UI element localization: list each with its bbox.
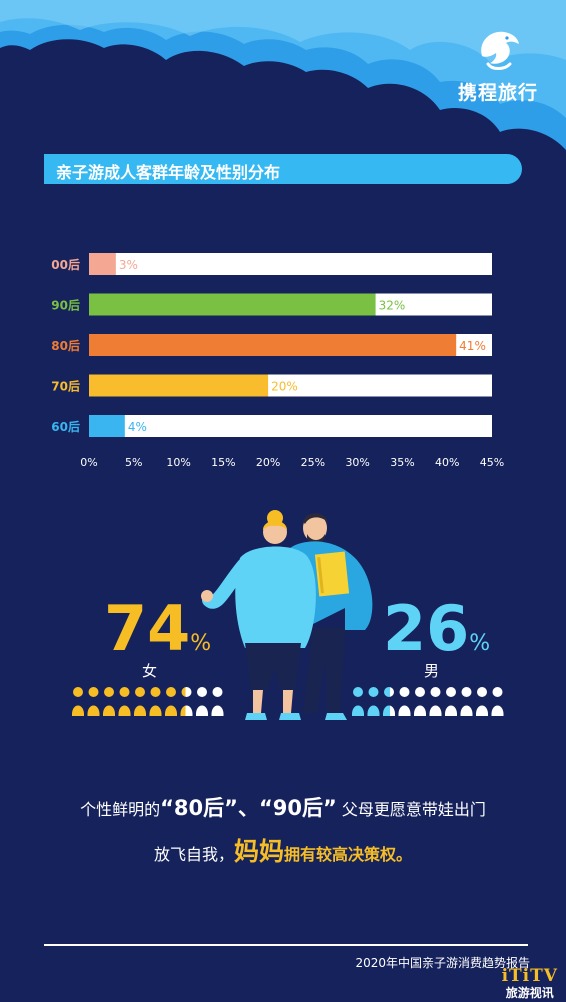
x-tick-label: 35% xyxy=(390,456,414,469)
footer-divider xyxy=(44,944,528,946)
message-line-1: 个性鲜明的“80后”、“90后” 父母更愿意带娃出门 xyxy=(80,796,486,820)
bar-4 xyxy=(89,415,125,437)
x-tick-label: 20% xyxy=(256,456,280,469)
bar-1 xyxy=(89,293,376,316)
dolphin-icon xyxy=(481,31,519,70)
female-percentage: 74% xyxy=(104,592,212,665)
female-label: 女 xyxy=(142,662,158,680)
value-labels: 3% 32% 41% 20% 4% xyxy=(119,258,486,434)
person-icon xyxy=(211,687,224,716)
source-text: 2020年中国亲子游消费趋势报告 xyxy=(355,956,530,970)
x-tick-label: 10% xyxy=(166,456,190,469)
watermark-logo: iTiTV 旅游视讯 xyxy=(501,966,558,1000)
x-tick-label: 5% xyxy=(125,456,142,469)
category-labels: 00后 90后 80后 70后 60后 xyxy=(51,257,80,434)
age-bar-chart: 00后 90后 80后 70后 60后 3% 32% 41% 20% 4% 0% 5% 10% 15%… xyxy=(51,253,504,469)
chart-title: 亲子游成人客群年龄及性别分布 xyxy=(56,163,281,182)
person-icon xyxy=(491,687,504,716)
value-label: 3% xyxy=(119,258,138,272)
person-icon xyxy=(460,687,473,716)
bars-group xyxy=(89,253,492,437)
value-label: 41% xyxy=(459,339,486,353)
bar-0 xyxy=(89,253,116,275)
category-label: 90后 xyxy=(51,298,80,313)
person-icon xyxy=(429,687,442,716)
value-label: 20% xyxy=(271,380,298,394)
person-icon xyxy=(133,687,147,716)
value-label: 32% xyxy=(379,299,406,313)
bar-track xyxy=(89,253,492,275)
person-icon xyxy=(351,687,365,716)
category-label: 60后 xyxy=(51,419,80,434)
category-label: 00后 xyxy=(51,257,80,272)
person-icon xyxy=(71,687,85,716)
person-icon xyxy=(87,687,100,716)
person-icon xyxy=(102,687,116,716)
person-icon xyxy=(195,687,209,716)
x-tick-label: 25% xyxy=(301,456,325,469)
person-icon xyxy=(118,687,131,716)
person-icon xyxy=(367,687,380,716)
x-tick-label: 45% xyxy=(480,456,504,469)
female-people-icons xyxy=(71,687,224,716)
x-tick-labels: 0% 5% 10% 15% 20% 25% 30% 35% 40% 45% xyxy=(80,456,504,469)
x-tick-label: 30% xyxy=(345,456,369,469)
male-percentage: 26% xyxy=(383,592,491,665)
brand-name: 携程旅行 xyxy=(457,82,538,104)
person-icon xyxy=(444,687,458,716)
parents-illustration xyxy=(201,510,373,720)
person-icon xyxy=(398,687,411,716)
bar-track xyxy=(89,415,492,437)
bar-3 xyxy=(89,374,269,397)
person-icon xyxy=(475,687,489,716)
message-line-2: 放飞自我，妈妈拥有较高决策权。 xyxy=(153,837,413,866)
x-tick-label: 15% xyxy=(211,456,235,469)
male-people-icons xyxy=(351,687,504,716)
bar-2 xyxy=(89,334,457,356)
person-icon xyxy=(149,687,162,716)
male-label: 男 xyxy=(424,662,440,680)
person-icon xyxy=(382,687,396,716)
value-label: 4% xyxy=(128,420,147,434)
x-tick-label: 0% xyxy=(80,456,97,469)
x-tick-label: 40% xyxy=(435,456,459,469)
person-icon xyxy=(413,687,427,716)
person-icon xyxy=(180,687,193,716)
brand-logo: 携程旅行 xyxy=(448,26,548,105)
category-label: 70后 xyxy=(51,379,80,394)
chart-title-bar: 亲子游成人客群年龄及性别分布 xyxy=(44,154,522,184)
person-icon xyxy=(164,687,178,716)
category-label: 80后 xyxy=(51,338,80,353)
